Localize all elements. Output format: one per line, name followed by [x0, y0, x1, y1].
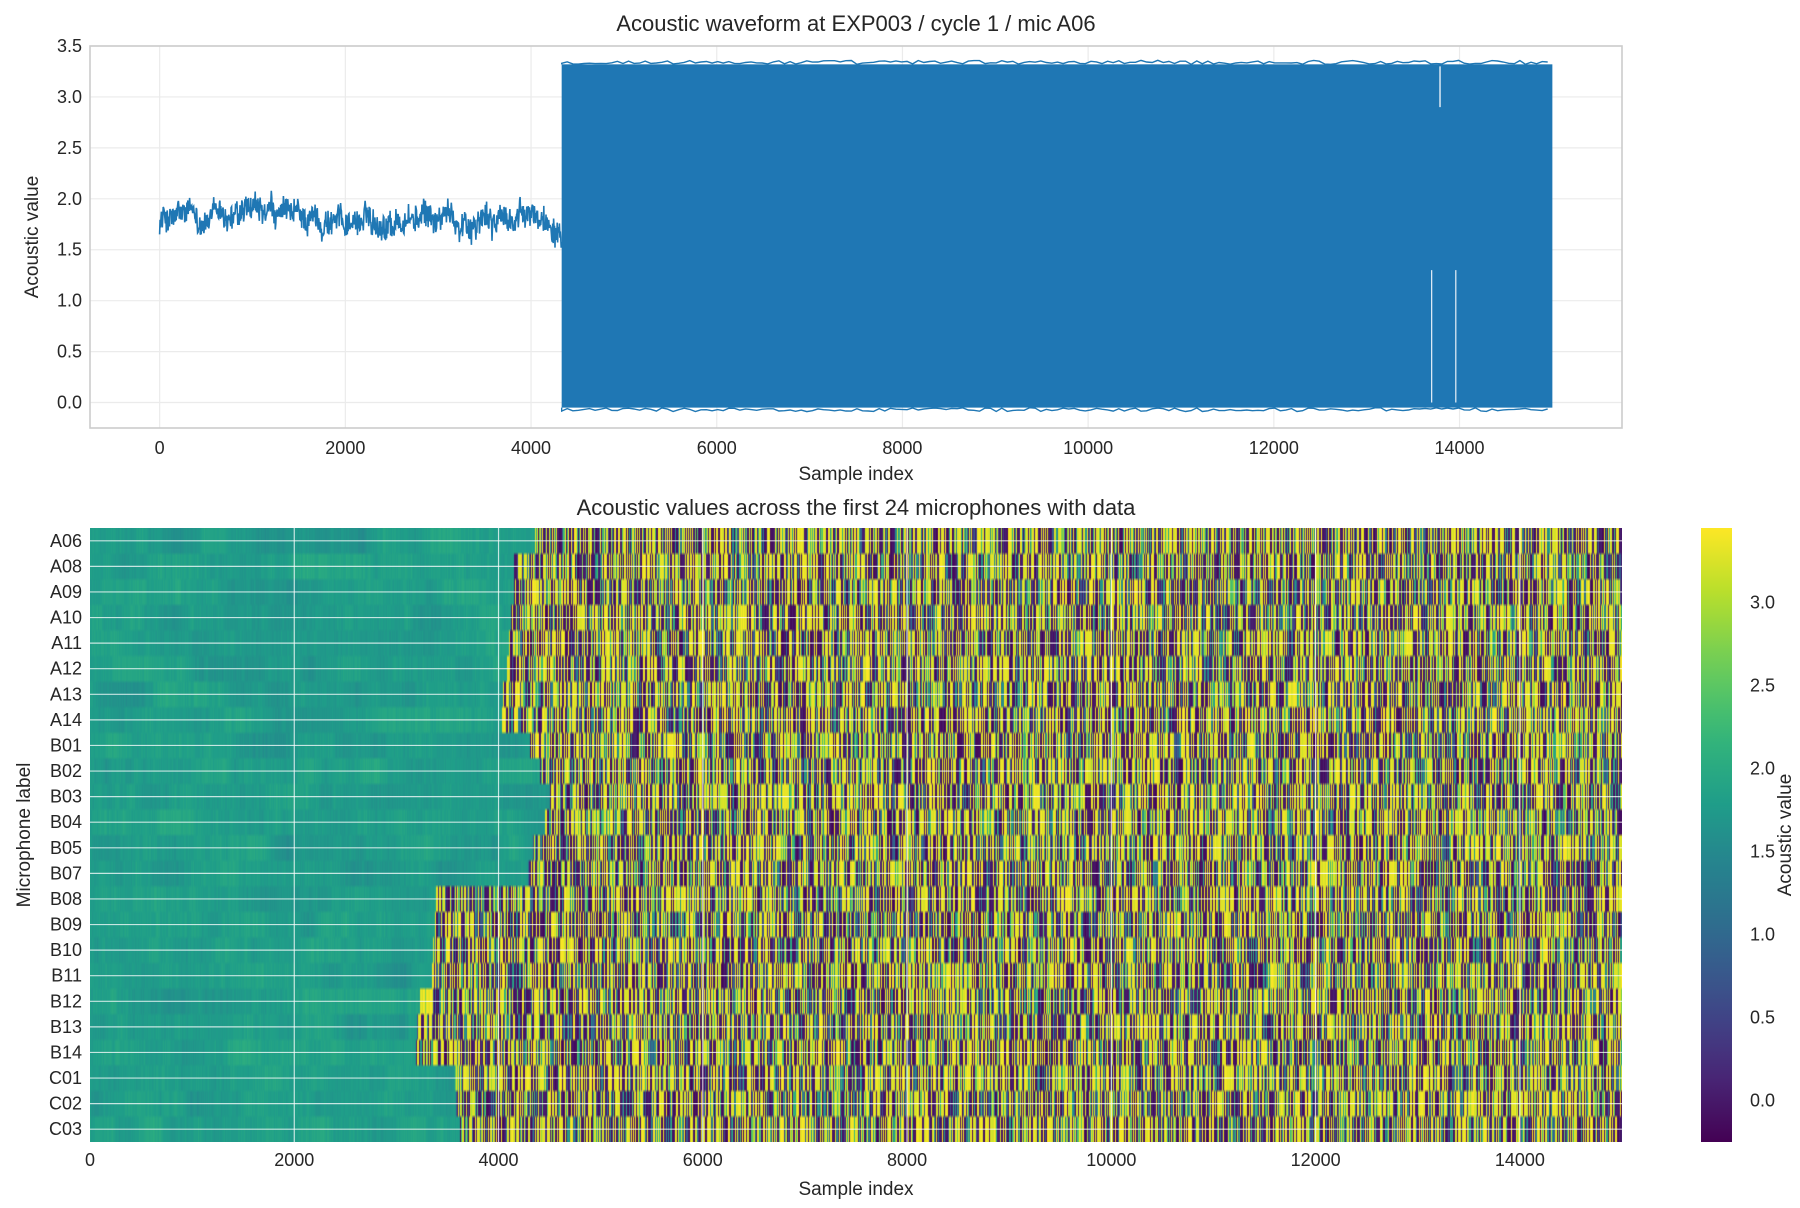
colorbar-tick-label: 3.0	[1750, 593, 1775, 613]
heatmap-row-label: A11	[51, 633, 82, 653]
waveform-xlabel: Sample index	[798, 464, 914, 485]
waveform-frame	[89, 45, 1623, 429]
heatmap-row-label: B12	[50, 991, 82, 1011]
heatmap-grid	[90, 528, 1622, 1142]
heatmap-x-tick-label: 4000	[479, 1150, 519, 1170]
waveform-active-bottom-edge	[560, 406, 1548, 413]
waveform-series	[158, 59, 1553, 413]
colorbar-ticks: 0.0 0.5 1.0 1.5 2.0 2.5 3.0	[1750, 593, 1775, 1111]
colorbar-tick-label: 1.5	[1750, 842, 1775, 862]
waveform-x-tick-label: 2000	[325, 438, 365, 458]
waveform-x-tick-label: 4000	[511, 438, 551, 458]
heatmap-row-label: A13	[50, 684, 82, 704]
waveform-x-tick-label: 6000	[697, 438, 737, 458]
heatmap-x-tick-label: 14000	[1495, 1150, 1545, 1170]
heatmap-row-label: A06	[50, 531, 82, 551]
waveform-active-top-edge	[560, 59, 1548, 66]
waveform-y-tick-label: 3.5	[57, 36, 82, 56]
waveform-y-tick-label: 2.5	[57, 138, 82, 158]
colorbar-tick-label: 0.0	[1750, 1091, 1775, 1111]
waveform-y-tick-label: 1.0	[57, 291, 82, 311]
waveform-y-ticks: 0.0 0.5 1.0 1.5 2.0 2.5 3.0 3.5	[57, 36, 82, 413]
heatmap-row-label: B09	[50, 915, 82, 935]
heatmap-x-ticks: 0 2000 4000 6000 8000 10000 12000 14000	[85, 1150, 1545, 1170]
heatmap-row-label: C01	[49, 1068, 82, 1088]
heatmap-chart: Acoustic values across the first 24 micr…	[14, 495, 1622, 1200]
waveform-ylabel: Acoustic value	[22, 176, 43, 299]
waveform-active-region	[561, 64, 1553, 408]
heatmap-title: Acoustic values across the first 24 micr…	[577, 495, 1137, 520]
heatmap-y-ticks: A06 A08 A09 A10 A11 A12 A13 A14 B01 B02 B03 B04 B05 B…	[49, 531, 82, 1139]
waveform-y-tick-label: 2.0	[57, 189, 82, 209]
waveform-y-tick-label: 1.5	[57, 240, 82, 260]
heatmap-x-tick-label: 6000	[683, 1150, 723, 1170]
heatmap-row-label: A09	[50, 582, 82, 602]
heatmap-row-label: B04	[50, 812, 82, 832]
colorbar: 0.0 0.5 1.0 1.5 2.0 2.5 3.0 Acoustic value	[1701, 528, 1796, 1142]
waveform-x-tick-label: 12000	[1249, 438, 1299, 458]
heatmap-row-label: A12	[50, 659, 82, 679]
heatmap-row-label: C03	[49, 1119, 82, 1139]
colorbar-tick-label: 2.5	[1750, 676, 1775, 696]
heatmap-row-label: B03	[50, 787, 82, 807]
heatmap-x-tick-label: 8000	[887, 1150, 927, 1170]
colorbar-tick-label: 1.0	[1750, 925, 1775, 945]
heatmap-x-tick-label: 12000	[1291, 1150, 1341, 1170]
heatmap-row-label: B08	[50, 889, 82, 909]
heatmap-row-label: B05	[50, 838, 82, 858]
heatmap-row-label: B10	[50, 940, 82, 960]
heatmap-row-label: A10	[50, 608, 82, 628]
waveform-x-tick-label: 10000	[1063, 438, 1113, 458]
heatmap-row-label: B11	[51, 966, 82, 986]
heatmap-row-label: B07	[50, 863, 82, 883]
waveform-y-tick-label: 0.5	[57, 342, 82, 362]
heatmap-x-tick-label: 10000	[1086, 1150, 1136, 1170]
waveform-chart: Acoustic waveform at EXP003 / cycle 1 / …	[22, 11, 1623, 485]
waveform-y-tick-label: 3.0	[57, 87, 82, 107]
heatmap-image	[90, 528, 1622, 1142]
heatmap-row-label: B14	[50, 1042, 82, 1062]
colorbar-tick-label: 0.5	[1750, 1008, 1775, 1028]
waveform-x-tick-label: 14000	[1434, 438, 1484, 458]
heatmap-row-label: B01	[50, 735, 82, 755]
waveform-x-ticks: 0 2000 4000 6000 8000 10000 12000 14000	[155, 438, 1485, 458]
waveform-y-tick-label: 0.0	[57, 393, 82, 413]
colorbar-label: Acoustic value	[1775, 774, 1796, 897]
heatmap-row-label: B13	[50, 1017, 82, 1037]
heatmap-xlabel: Sample index	[798, 1179, 914, 1200]
heatmap-row-label: C02	[49, 1094, 82, 1114]
waveform-x-tick-label: 8000	[882, 438, 922, 458]
heatmap-x-tick-label: 0	[85, 1150, 95, 1170]
waveform-title: Acoustic waveform at EXP003 / cycle 1 / …	[616, 11, 1095, 36]
heatmap-row-label: A08	[50, 556, 82, 576]
heatmap-ylabel: Microphone label	[14, 763, 35, 908]
waveform-x-tick-label: 0	[155, 438, 165, 458]
heatmap-row-label: B02	[50, 761, 82, 781]
colorbar-tick-label: 2.0	[1750, 759, 1775, 779]
heatmap-x-tick-label: 2000	[274, 1150, 314, 1170]
waveform-quiet-line	[158, 190, 563, 248]
heatmap-row-label: A14	[50, 710, 82, 730]
colorbar-gradient	[1701, 528, 1732, 1142]
